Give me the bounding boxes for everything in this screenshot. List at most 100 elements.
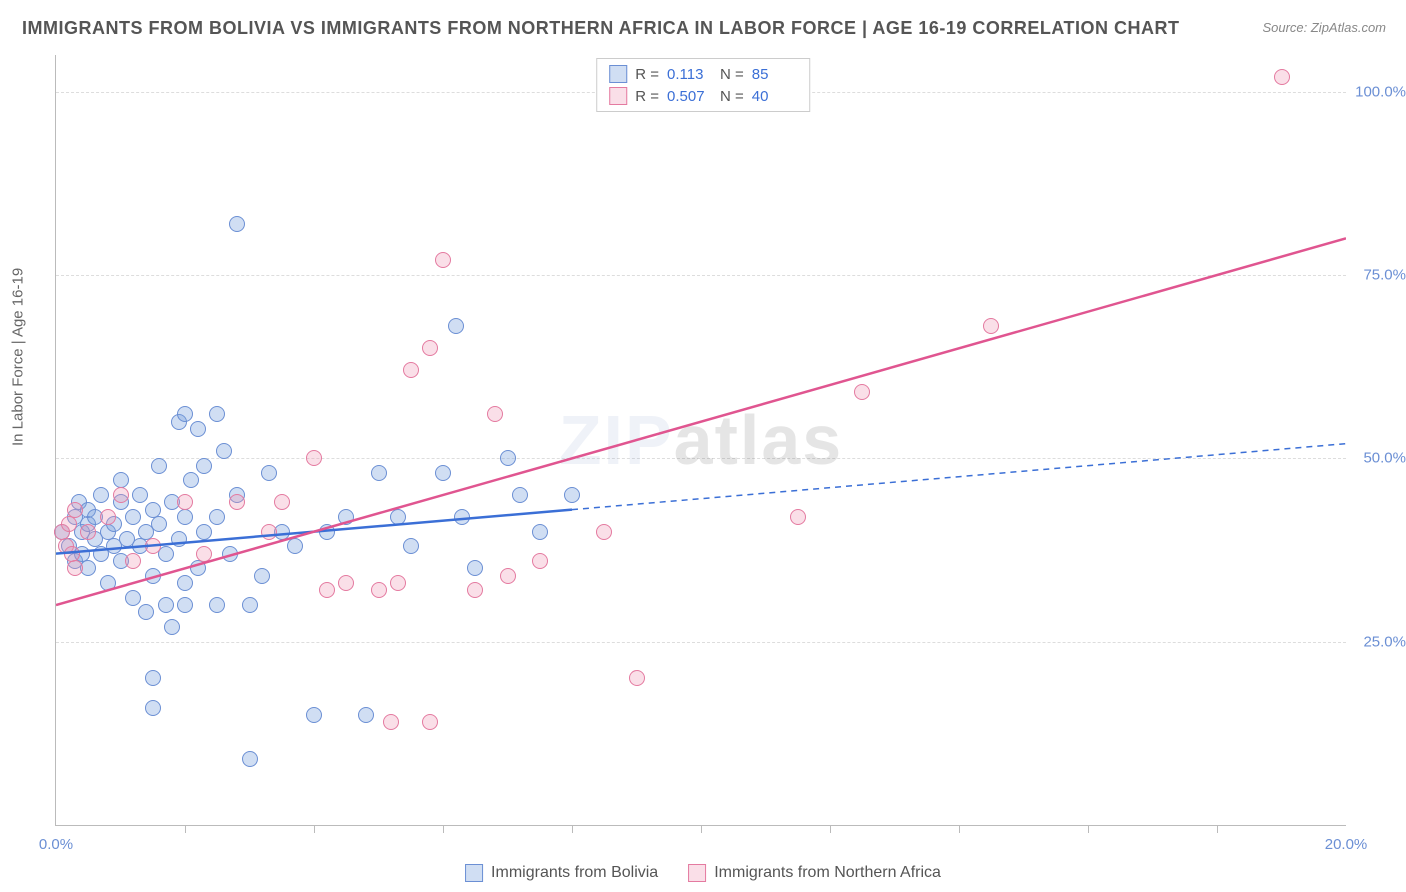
data-point	[338, 509, 354, 525]
watermark: ZIPatlas	[559, 400, 843, 480]
data-point	[145, 670, 161, 686]
data-point	[209, 597, 225, 613]
data-point	[487, 406, 503, 422]
data-point	[435, 465, 451, 481]
data-point	[177, 597, 193, 613]
x-minor-tick	[443, 825, 444, 833]
data-point	[190, 560, 206, 576]
data-point	[145, 568, 161, 584]
data-point	[254, 568, 270, 584]
data-point	[100, 575, 116, 591]
data-point	[287, 538, 303, 554]
data-point	[177, 406, 193, 422]
data-point	[196, 546, 212, 562]
data-point	[125, 509, 141, 525]
data-point	[564, 487, 580, 503]
data-point	[67, 560, 83, 576]
data-point	[196, 524, 212, 540]
x-minor-tick	[1217, 825, 1218, 833]
y-tick-label: 50.0%	[1351, 450, 1406, 467]
data-point	[177, 494, 193, 510]
data-point	[125, 590, 141, 606]
data-point	[629, 670, 645, 686]
data-point	[319, 524, 335, 540]
r-value-blue: 0.113	[667, 66, 712, 83]
r-label: R =	[635, 66, 659, 83]
trend-lines	[56, 55, 1346, 825]
data-point	[261, 524, 277, 540]
x-minor-tick	[959, 825, 960, 833]
x-tick-label: 20.0%	[1325, 836, 1368, 853]
data-point	[596, 524, 612, 540]
y-tick-label: 25.0%	[1351, 633, 1406, 650]
data-point	[403, 538, 419, 554]
grid-line	[56, 275, 1346, 276]
data-point	[145, 502, 161, 518]
x-minor-tick	[314, 825, 315, 833]
y-tick-label: 100.0%	[1351, 83, 1406, 100]
series-legend: Immigrants from Bolivia Immigrants from …	[465, 864, 941, 882]
r-label: R =	[635, 88, 659, 105]
data-point	[422, 340, 438, 356]
y-axis-label: In Labor Force | Age 16-19	[10, 268, 27, 446]
data-point	[125, 553, 141, 569]
data-point	[422, 714, 438, 730]
data-point	[177, 575, 193, 591]
data-point	[274, 494, 290, 510]
grid-line	[56, 458, 1346, 459]
x-minor-tick	[1088, 825, 1089, 833]
plot-area: ZIPatlas 25.0%50.0%75.0%100.0%0.0%20.0%	[55, 55, 1346, 826]
data-point	[229, 494, 245, 510]
data-point	[500, 450, 516, 466]
series-name-pink: Immigrants from Northern Africa	[714, 864, 941, 882]
data-point	[158, 597, 174, 613]
data-point	[319, 582, 335, 598]
data-point	[132, 487, 148, 503]
data-point	[67, 502, 83, 518]
x-tick-label: 0.0%	[39, 836, 73, 853]
swatch-pink	[609, 87, 627, 105]
data-point	[183, 472, 199, 488]
legend-row-blue: R = 0.113 N = 85	[609, 63, 797, 85]
data-point	[190, 421, 206, 437]
x-minor-tick	[572, 825, 573, 833]
data-point	[164, 619, 180, 635]
n-label: N =	[720, 88, 744, 105]
data-point	[151, 516, 167, 532]
data-point	[145, 700, 161, 716]
data-point	[1274, 69, 1290, 85]
data-point	[171, 531, 187, 547]
data-point	[467, 582, 483, 598]
legend-item-bolivia: Immigrants from Bolivia	[465, 864, 658, 882]
data-point	[390, 509, 406, 525]
data-point	[790, 509, 806, 525]
data-point	[467, 560, 483, 576]
n-value-pink: 40	[752, 88, 797, 105]
data-point	[229, 216, 245, 232]
data-point	[209, 509, 225, 525]
y-tick-label: 75.0%	[1351, 267, 1406, 284]
data-point	[93, 487, 109, 503]
data-point	[532, 524, 548, 540]
data-point	[242, 597, 258, 613]
data-point	[358, 707, 374, 723]
data-point	[100, 509, 116, 525]
data-point	[338, 575, 354, 591]
data-point	[448, 318, 464, 334]
grid-line	[56, 642, 1346, 643]
data-point	[383, 714, 399, 730]
data-point	[113, 487, 129, 503]
correlation-legend: R = 0.113 N = 85 R = 0.507 N = 40	[596, 58, 810, 112]
legend-item-nafrica: Immigrants from Northern Africa	[688, 864, 941, 882]
data-point	[435, 252, 451, 268]
data-point	[454, 509, 470, 525]
data-point	[512, 487, 528, 503]
source-label: Source: ZipAtlas.com	[1262, 20, 1386, 35]
data-point	[261, 465, 277, 481]
data-point	[306, 707, 322, 723]
legend-row-pink: R = 0.507 N = 40	[609, 85, 797, 107]
data-point	[209, 406, 225, 422]
data-point	[306, 450, 322, 466]
x-minor-tick	[830, 825, 831, 833]
watermark-zip: ZIP	[559, 401, 674, 479]
